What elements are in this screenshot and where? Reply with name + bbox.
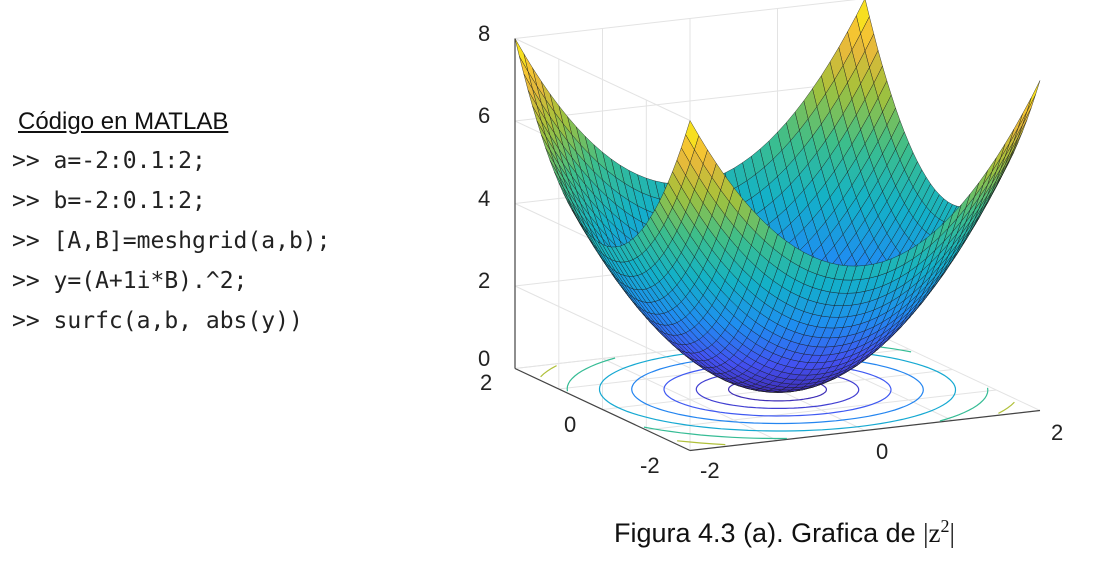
grid-line [514, 80, 866, 122]
code-line: >> y=(A+1i*B).^2; [12, 268, 248, 294]
x-tick-label: 2 [1051, 420, 1063, 445]
caption: Figura 4.3 (a). Grafica de |z2| [614, 516, 955, 549]
y-tick-label: 0 [564, 412, 576, 437]
contour [540, 365, 557, 378]
grid-line [514, 38, 691, 121]
math-close: | [949, 518, 955, 548]
code-line: >> surfc(a,b, abs(y)) [12, 308, 303, 334]
math-open: |z [923, 518, 941, 548]
surface-patch [1026, 80, 1041, 112]
x-tick-label: -2 [700, 458, 720, 483]
code-line: >> b=-2:0.1:2; [12, 188, 206, 214]
contour [566, 357, 616, 392]
surface-patch [685, 119, 700, 151]
code-heading: Código en MATLAB [18, 108, 229, 135]
code-line: >> [A,B]=meshgrid(a,b); [12, 228, 331, 254]
z-tick-label: 6 [478, 103, 490, 128]
y-tick-label: 2 [480, 370, 492, 395]
z-tick-label: 0 [478, 346, 490, 371]
code-line: >> a=-2:0.1:2; [12, 148, 206, 174]
caption-math: |z2| [923, 516, 955, 548]
z-tick-label: 8 [478, 21, 490, 46]
z-tick-label: 4 [478, 186, 490, 211]
grid-line [514, 0, 857, 39]
surface-patch [1022, 94, 1036, 125]
axis-line [689, 409, 1041, 452]
x-tick-label: 0 [876, 439, 888, 464]
grid-line [864, 328, 1041, 411]
y-tick-label: -2 [640, 453, 660, 478]
contour [643, 426, 787, 440]
contour [677, 440, 726, 446]
contour [998, 401, 1015, 414]
axis-line [514, 367, 691, 452]
z-tick-label: 2 [478, 268, 490, 293]
math-exponent: 2 [940, 516, 950, 536]
grid-line [514, 285, 691, 369]
contour [939, 387, 989, 422]
caption-text: Figura 4.3 (a). Grafica de [614, 518, 916, 548]
